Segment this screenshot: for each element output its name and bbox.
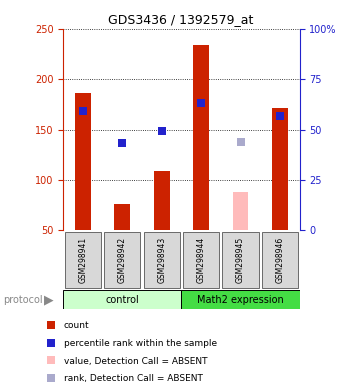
Text: rank, Detection Call = ABSENT: rank, Detection Call = ABSENT: [64, 374, 203, 383]
Text: value, Detection Call = ABSENT: value, Detection Call = ABSENT: [64, 356, 208, 366]
Bar: [154, 171, 170, 230]
FancyBboxPatch shape: [144, 232, 180, 288]
Text: GDS3436 / 1392579_at: GDS3436 / 1392579_at: [108, 13, 253, 26]
Bar: [272, 108, 288, 230]
FancyBboxPatch shape: [63, 290, 182, 309]
FancyBboxPatch shape: [222, 232, 258, 288]
Text: GSM298945: GSM298945: [236, 237, 245, 283]
Text: count: count: [64, 321, 90, 330]
Text: GSM298943: GSM298943: [157, 237, 166, 283]
Text: GSM298942: GSM298942: [118, 237, 127, 283]
FancyBboxPatch shape: [104, 232, 140, 288]
Text: protocol: protocol: [4, 295, 43, 305]
Bar: [75, 93, 91, 230]
Bar: [193, 45, 209, 230]
Text: control: control: [105, 295, 139, 305]
FancyBboxPatch shape: [183, 232, 219, 288]
Text: GSM298944: GSM298944: [197, 237, 206, 283]
Text: percentile rank within the sample: percentile rank within the sample: [64, 339, 217, 348]
Text: GSM298946: GSM298946: [275, 237, 284, 283]
Text: GSM298941: GSM298941: [78, 237, 87, 283]
FancyBboxPatch shape: [65, 232, 101, 288]
Text: Math2 expression: Math2 expression: [197, 295, 284, 305]
Bar: [232, 192, 248, 230]
FancyBboxPatch shape: [182, 290, 300, 309]
Text: ▶: ▶: [44, 294, 53, 307]
Bar: [114, 204, 130, 230]
FancyBboxPatch shape: [262, 232, 298, 288]
